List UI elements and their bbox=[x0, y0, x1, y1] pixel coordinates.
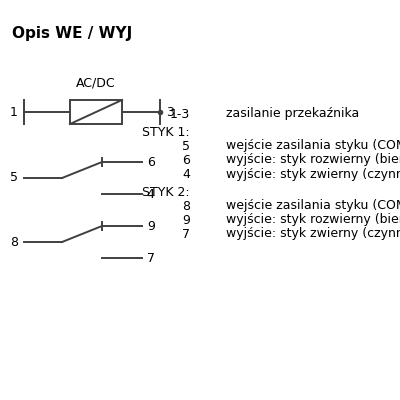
Text: Opis WE / WYJ: Opis WE / WYJ bbox=[12, 26, 132, 41]
Bar bbox=[70, 100, 122, 124]
Text: wyjście: styk zwierny (czynny): wyjście: styk zwierny (czynny) bbox=[226, 168, 400, 180]
Text: wejście zasilania styku (COM): wejście zasilania styku (COM) bbox=[226, 140, 400, 152]
Text: 1: 1 bbox=[10, 106, 18, 118]
Text: 6: 6 bbox=[147, 156, 155, 168]
Text: 7: 7 bbox=[182, 228, 190, 240]
Text: 4: 4 bbox=[182, 168, 190, 180]
Text: wyjście: styk zwierny (czynny): wyjście: styk zwierny (czynny) bbox=[226, 228, 400, 240]
Text: 8: 8 bbox=[10, 236, 18, 248]
Text: STYK 1:: STYK 1: bbox=[142, 126, 190, 138]
Text: AC/DC: AC/DC bbox=[76, 77, 116, 90]
Text: wyjście: styk rozwierny (bierny): wyjście: styk rozwierny (bierny) bbox=[226, 214, 400, 226]
Text: 1-3: 1-3 bbox=[170, 108, 190, 120]
Text: 7: 7 bbox=[147, 252, 155, 264]
Text: 4: 4 bbox=[147, 188, 155, 200]
Text: zasilanie przekaźnika: zasilanie przekaźnika bbox=[226, 108, 359, 120]
Text: STYK 2:: STYK 2: bbox=[142, 186, 190, 198]
Text: 9: 9 bbox=[182, 214, 190, 226]
Text: 6: 6 bbox=[182, 154, 190, 166]
Text: 8: 8 bbox=[182, 200, 190, 212]
Text: 5: 5 bbox=[10, 172, 18, 184]
Text: 3: 3 bbox=[166, 106, 174, 118]
Text: 5: 5 bbox=[182, 140, 190, 152]
Text: wejście zasilania styku (COM): wejście zasilania styku (COM) bbox=[226, 200, 400, 212]
Text: wyjście: styk rozwierny (bierny): wyjście: styk rozwierny (bierny) bbox=[226, 154, 400, 166]
Text: 9: 9 bbox=[147, 220, 155, 232]
